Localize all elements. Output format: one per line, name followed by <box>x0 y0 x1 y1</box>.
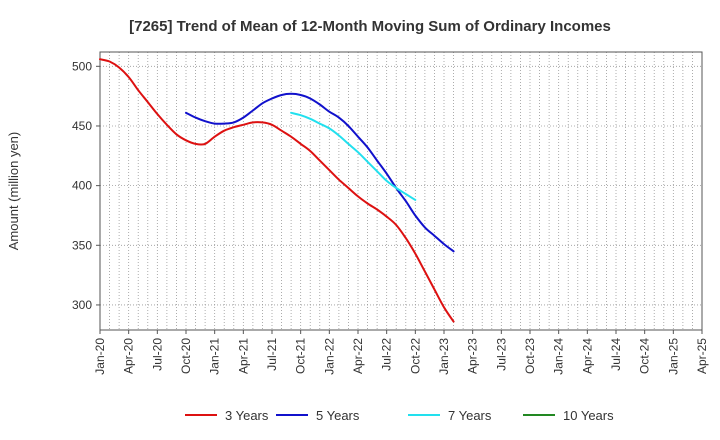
series-line-5-years <box>185 92 455 253</box>
x-tick-label: Apr-22 <box>351 338 365 374</box>
y-tick-label: 350 <box>72 238 92 252</box>
x-tick-label: Jul-24 <box>609 338 623 371</box>
legend-label-5-years: 5 Years <box>316 408 360 423</box>
x-tick-label: Jan-25 <box>666 338 680 375</box>
legend: 3 Years 5 Years 7 Years 10 Years <box>185 408 614 423</box>
x-tick-label: Apr-23 <box>466 338 480 374</box>
x-tick-label: Jan-23 <box>437 338 451 375</box>
x-tick-label: Oct-20 <box>179 338 193 374</box>
x-tick-label: Oct-24 <box>638 338 652 374</box>
x-tick-label: Oct-22 <box>408 338 422 374</box>
series-line-3-years <box>99 58 455 323</box>
x-tick-label: Oct-21 <box>294 338 308 374</box>
x-tick-label: Apr-21 <box>236 338 250 374</box>
x-tick-label: Apr-24 <box>580 338 594 374</box>
y-tick-label: 300 <box>72 298 92 312</box>
x-tick-label: Oct-23 <box>523 338 537 374</box>
chart-title: [7265] Trend of Mean of 12-Month Moving … <box>129 18 611 35</box>
x-tick-label: Jul-23 <box>494 338 508 371</box>
x-tick-label: Jul-22 <box>380 338 394 371</box>
series-line-7-years <box>290 111 417 201</box>
x-tick-label: Jan-24 <box>552 338 566 375</box>
x-tick-label: Jul-21 <box>265 338 279 371</box>
plot-area: 300 350 400 450 500 Jan-20 Apr-20 Jul-20 Oct-20 J… <box>72 51 709 375</box>
legend-label-3-years: 3 Years <box>225 408 269 423</box>
y-tick-label: 500 <box>72 59 92 73</box>
y-tick-label: 400 <box>72 179 92 193</box>
x-tick-label: Jul-20 <box>150 338 164 371</box>
legend-label-10-years: 10 Years <box>563 408 614 423</box>
legend-label-7-years: 7 Years <box>448 408 492 423</box>
x-tick-label: Apr-20 <box>122 338 136 374</box>
x-tick-label: Jan-20 <box>93 338 107 375</box>
x-tick-label: Jan-21 <box>208 338 222 375</box>
y-axis-label: Amount (million yen) <box>6 132 21 251</box>
x-tick-label: Jan-22 <box>322 338 336 375</box>
plot-frame <box>99 51 703 331</box>
y-tick-label: 450 <box>72 119 92 133</box>
x-tick-label: Apr-25 <box>695 338 709 374</box>
